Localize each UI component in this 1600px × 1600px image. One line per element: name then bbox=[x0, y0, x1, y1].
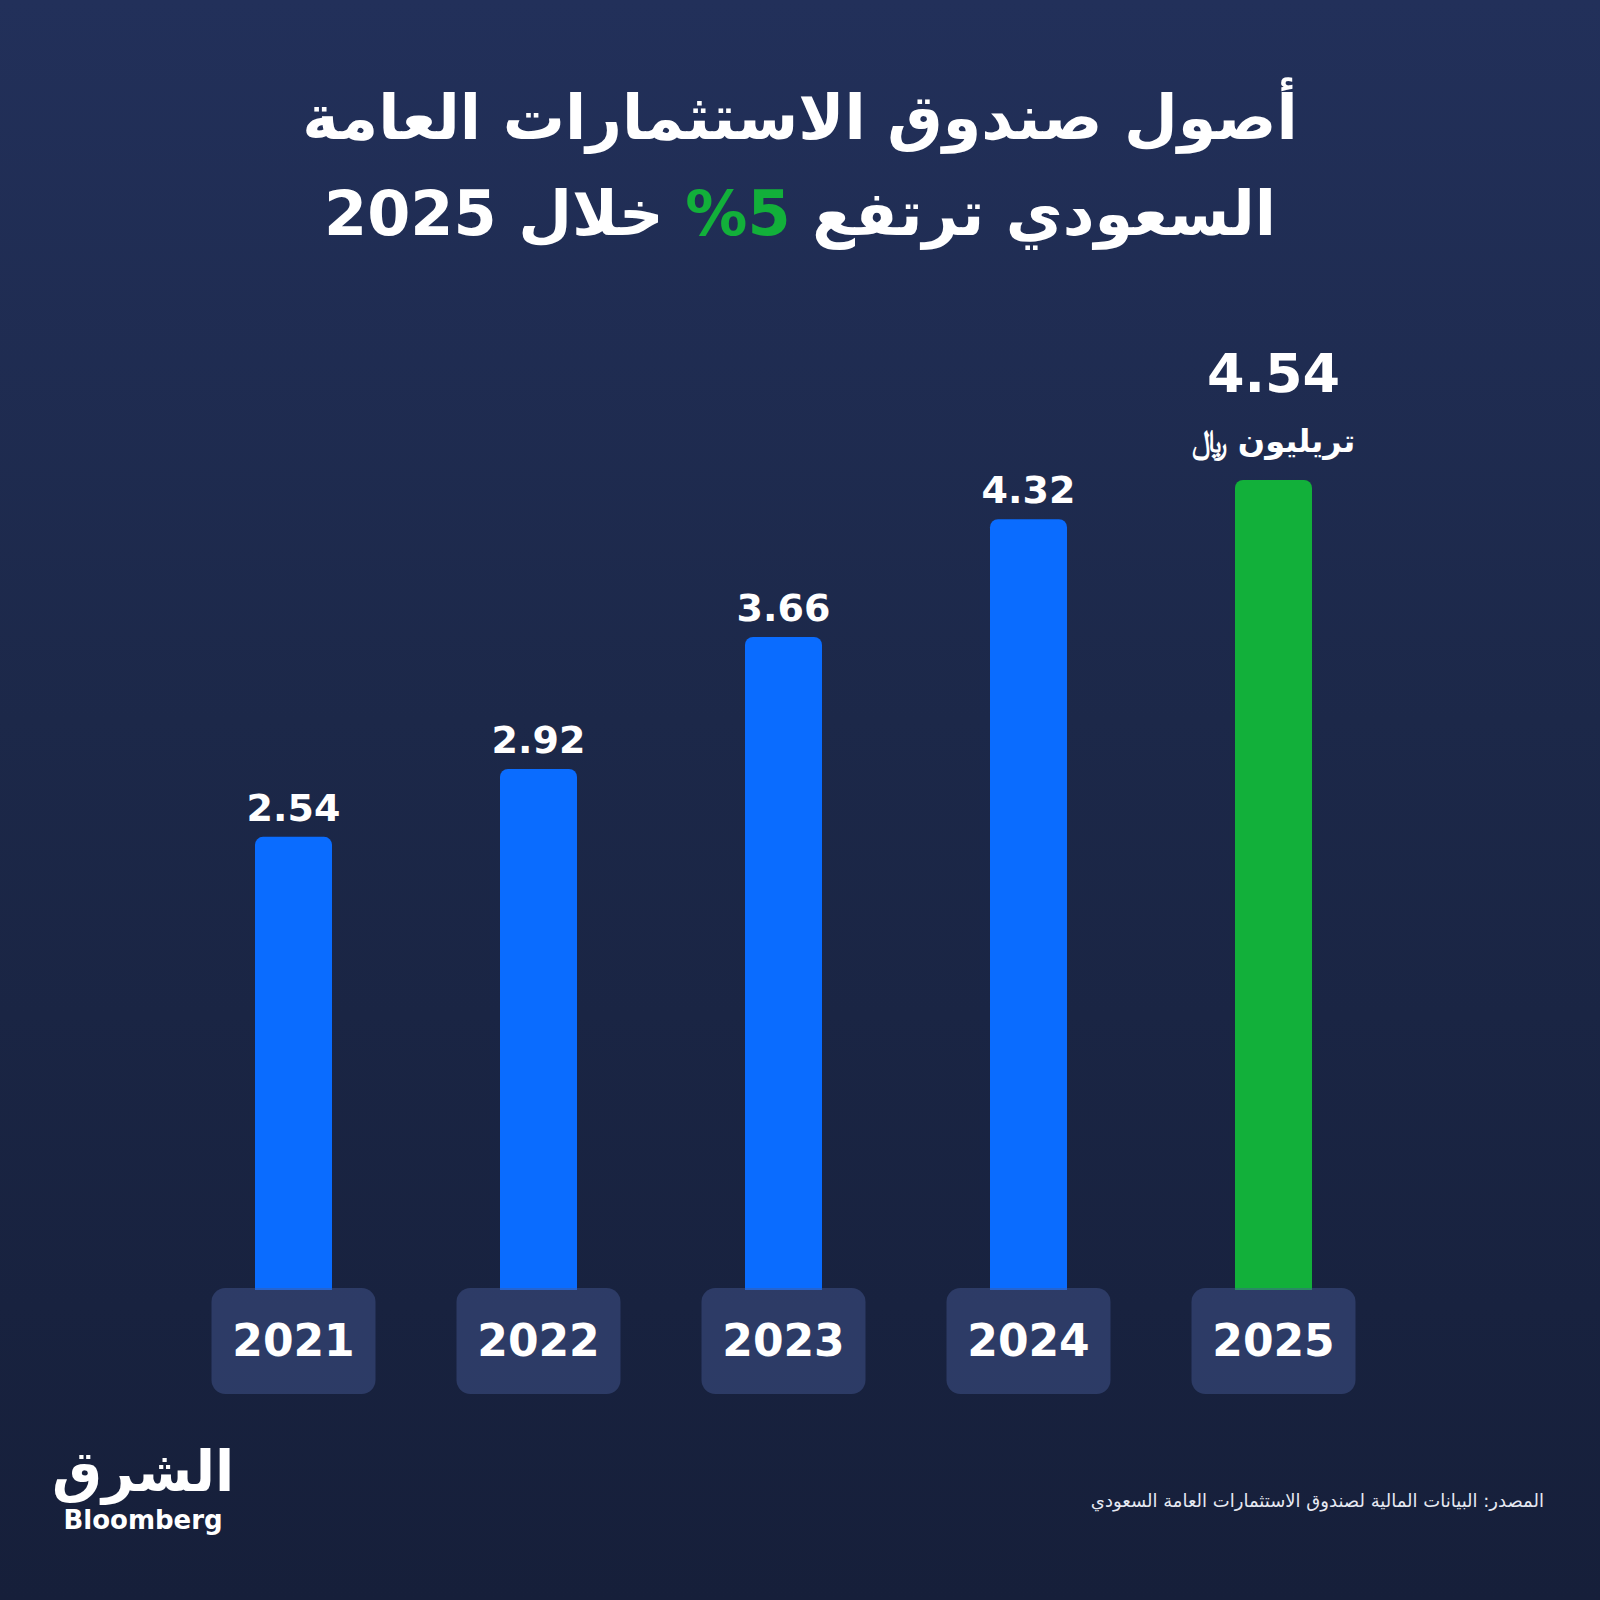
svg-text:2022: 2022 bbox=[477, 1315, 599, 1366]
html-text:Bloomberg: Bloomberg bbox=[63, 1505, 223, 1535]
svg-text:تريليون ﷼: تريليون ﷼ bbox=[1192, 422, 1356, 462]
svg-text:4.54: 4.54 bbox=[1207, 342, 1340, 405]
svg-text:2023: 2023 bbox=[722, 1315, 844, 1366]
svg-text:2021: 2021 bbox=[232, 1315, 354, 1366]
svg-text:2024: 2024 bbox=[967, 1315, 1089, 1366]
svg-text:2025: 2025 bbox=[1212, 1315, 1334, 1366]
html-text:السعودي ترتفع: السعودي ترتفع bbox=[790, 177, 1276, 250]
svg-text:2.92: 2.92 bbox=[492, 718, 586, 762]
html-text:خلال 2025: خلال 2025 bbox=[324, 177, 686, 250]
svg-text:3.66: 3.66 bbox=[737, 586, 831, 630]
svg-text:4.32: 4.32 bbox=[982, 468, 1076, 512]
html-text:أصول صندوق الاستثمارات العامة: أصول صندوق الاستثمارات العامة bbox=[302, 81, 1298, 154]
html-text:المصدر: البيانات المالية لصندو: المصدر: البيانات المالية لصندوق الاستثما… bbox=[1090, 1490, 1544, 1511]
html-text:الشرق: الشرق bbox=[52, 1439, 235, 1504]
svg-text:2.54: 2.54 bbox=[247, 786, 341, 830]
html-text:5%: 5% bbox=[685, 177, 791, 250]
